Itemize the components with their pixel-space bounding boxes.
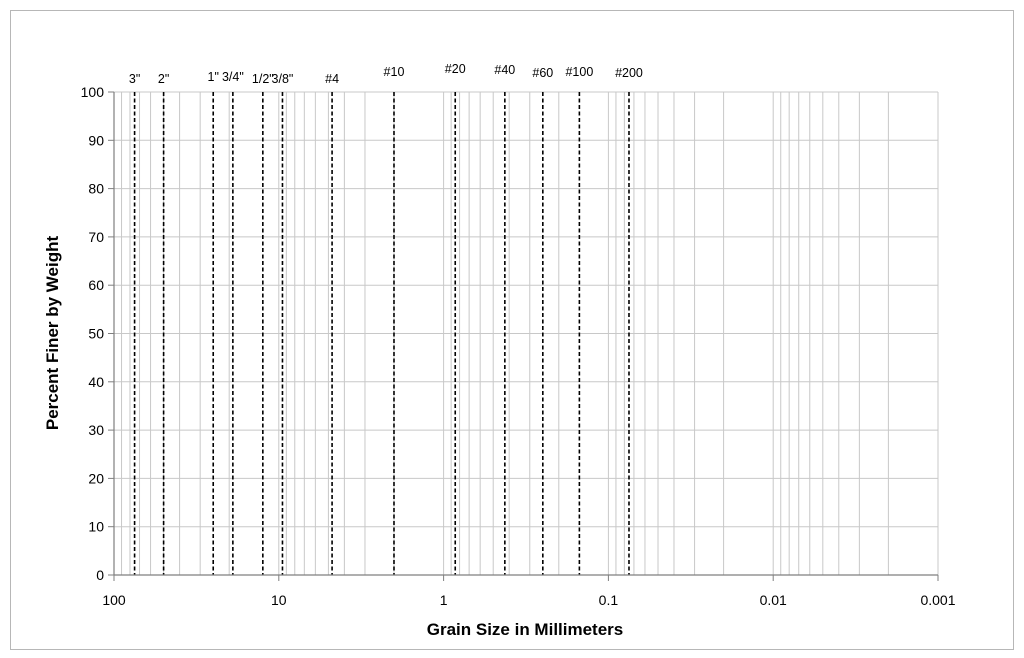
y-tick-label: 90 xyxy=(88,132,104,148)
y-tick-label: 60 xyxy=(88,277,104,293)
axes xyxy=(108,91,939,581)
y-tick-label: 100 xyxy=(81,84,105,100)
sieve-label: 3" xyxy=(129,72,140,86)
y-tick-label: 80 xyxy=(88,181,104,197)
y-tick-label: 40 xyxy=(88,374,104,390)
sieve-label: #4 xyxy=(325,72,339,86)
y-tick-label: 30 xyxy=(88,422,104,438)
sieve-lines: 3" 2" 1" 3/4" 1/2"3/8" #4 #10 #20 #40 #60 #100 #200 xyxy=(129,62,643,575)
y-tick-label: 0 xyxy=(96,567,104,583)
y-axis-title: Percent Finer by Weight xyxy=(43,236,62,431)
sieve-label: #60 xyxy=(532,66,553,80)
sieve-label: #10 xyxy=(384,65,405,79)
x-tick-label: 1 xyxy=(440,592,448,608)
sieve-label: #40 xyxy=(494,63,515,77)
x-tick-label: 0.001 xyxy=(920,592,955,608)
sieve-label: #200 xyxy=(615,66,643,80)
sieve-label: #20 xyxy=(445,62,466,76)
sieve-label: 2" xyxy=(158,72,169,86)
sieve-label: 1" xyxy=(208,70,219,84)
y-tick-label: 20 xyxy=(88,470,104,486)
x-tick-label: 100 xyxy=(102,592,126,608)
x-tick-label: 0.1 xyxy=(599,592,619,608)
grid-lines xyxy=(114,91,939,576)
y-tick-label: 50 xyxy=(88,326,104,342)
chart-frame xyxy=(10,10,1014,650)
sieve-label: 1/2" xyxy=(252,72,274,86)
tick-labels: 0 10 20 30 40 50 60 70 80 90 100 100 10 1 0.1 0.01 0.001 xyxy=(81,84,956,608)
x-axis-title: Grain Size in Millimeters xyxy=(427,620,624,639)
sieve-label: 3/8" xyxy=(272,72,294,86)
y-tick-label: 70 xyxy=(88,229,104,245)
sieve-label: #100 xyxy=(565,65,593,79)
sieve-label: 3/4" xyxy=(222,70,244,84)
x-tick-label: 0.01 xyxy=(760,592,787,608)
y-tick-label: 10 xyxy=(88,519,104,535)
x-tick-label: 10 xyxy=(271,592,287,608)
